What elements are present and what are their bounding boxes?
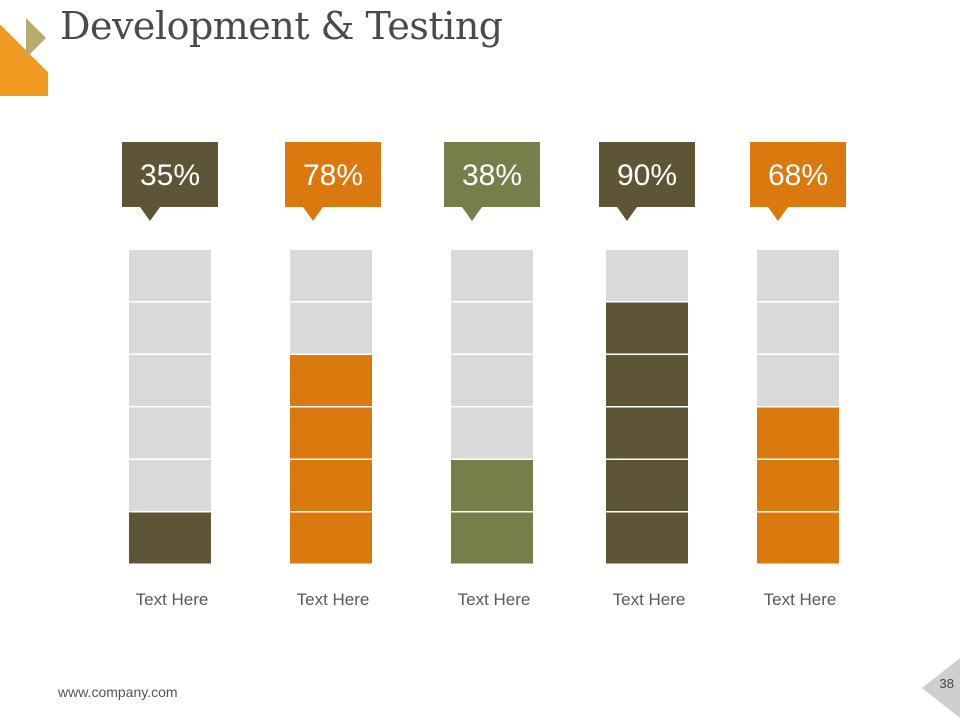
bar-segment-empty [757,355,839,406]
bar-segment-empty [451,355,533,406]
bar-segment-filled [606,302,688,354]
value-callout: 35% [122,142,218,221]
callout-box [599,142,695,221]
bar-segment-empty [451,407,533,459]
bar-segment-filled [290,355,372,406]
page-title: Development & Testing [60,4,503,48]
footer-url: www.company.com [58,684,178,700]
category-label: Text Here [296,590,370,609]
value-label: 90% [617,159,677,192]
bar-segment-filled [757,460,839,511]
corner-accent-arrow [26,18,46,58]
value-label: 35% [140,159,200,192]
bar-segment-filled [451,512,533,564]
category-label: Text Here [457,590,531,609]
bar-segment-filled [129,512,211,564]
bar-segment-empty [451,250,533,301]
value-label: 38% [462,159,522,192]
callout-box [444,142,540,221]
bar-segment-filled [606,460,688,511]
bar-segment-filled [290,512,372,564]
bar-segment-empty [129,302,211,354]
value-callout: 68% [750,142,846,221]
value-label: 78% [303,159,363,192]
bar-segment-empty [129,407,211,459]
bar-segment-empty [451,302,533,354]
value-callout: 78% [285,142,381,221]
callout-box [285,142,381,221]
value-callout: 90% [599,142,695,221]
bar-segment-empty [757,302,839,354]
bar-segment-empty [290,302,372,354]
page-number: 38 [939,676,954,691]
value-label: 68% [768,159,828,192]
bar-segment-empty [129,460,211,511]
category-label: Text Here [763,590,837,609]
bar-segment-filled [290,460,372,511]
bar-segment-filled [606,512,688,564]
bar-segment-empty [757,250,839,301]
callout-box [122,142,218,221]
category-label: Text Here [135,590,209,609]
bar-segment-filled [290,407,372,459]
bar-segment-empty [129,355,211,406]
bar-segment-filled [451,460,533,511]
category-label: Text Here [612,590,686,609]
bar-segment-filled [606,407,688,459]
bar-segment-filled [757,407,839,459]
bar-segment-filled [606,355,688,406]
bar-segment-empty [606,250,688,301]
callout-box [750,142,846,221]
bar-segment-empty [129,250,211,301]
value-callout: 38% [444,142,540,221]
bar-segment-empty [290,250,372,301]
page-corner [922,658,960,718]
bar-segment-filled [757,512,839,564]
